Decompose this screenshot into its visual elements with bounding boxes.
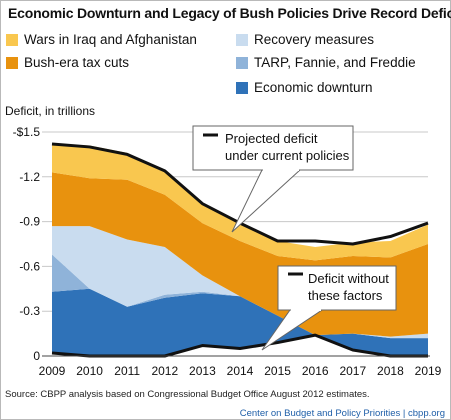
legend-label-tax-cuts: Bush-era tax cuts	[24, 55, 130, 70]
projected-deficit-callout-text-line: under current policies	[225, 148, 350, 163]
x-tick-label: 2019	[415, 364, 442, 378]
y-tick-label: -0.6	[19, 259, 40, 273]
x-tick-label: 2011	[114, 364, 140, 378]
y-tick-label: -0.9	[19, 215, 40, 229]
legend-label-wars: Wars in Iraq and Afghanistan	[24, 32, 197, 47]
x-tick-label: 2010	[76, 364, 103, 378]
y-tick-label: -$1.5	[13, 125, 41, 139]
deficit-without-callout: Deficit without these factors	[261, 265, 397, 351]
x-tick-label: 2013	[189, 364, 216, 378]
y-tick-label: 0	[33, 349, 40, 363]
x-tick-label: 2018	[377, 364, 404, 378]
projected-deficit-callout-text-line: Projected deficit	[225, 131, 318, 146]
legend-swatch-wars	[6, 34, 18, 46]
projected-deficit-callout-pointer	[231, 169, 302, 233]
source-note: Source: CBPP analysis based on Congressi…	[5, 389, 370, 400]
x-tick-label: 2015	[264, 364, 291, 378]
wars-area	[52, 143, 428, 261]
x-tick-label: 2016	[302, 364, 329, 378]
downturn-area	[52, 288, 428, 356]
legend-label-downturn: Economic downturn	[254, 80, 373, 95]
legend-label-recovery: Recovery measures	[254, 32, 375, 47]
x-tick-label: 2012	[151, 364, 178, 378]
projected-deficit-callout-box	[192, 125, 354, 171]
x-tick-label: 2017	[339, 364, 366, 378]
x-tick-label: 2014	[227, 364, 254, 378]
x-tick-label: 2009	[39, 364, 66, 378]
recovery-area	[52, 226, 428, 339]
projected-deficit-callout: Projected deficit under current policies	[192, 125, 354, 233]
y-tick-label: -0.3	[19, 304, 40, 318]
deficit-without-callout-text-line: Deficit without	[308, 271, 389, 286]
legend-swatch-tax-cuts	[6, 57, 18, 69]
legend-swatch-tarp	[236, 57, 248, 69]
chart-title: Economic Downturn and Legacy of Bush Pol…	[8, 5, 451, 21]
legend-swatch-recovery	[236, 34, 248, 46]
legend-swatch-downturn	[236, 82, 248, 94]
cbpp-credit: Center on Budget and Policy Priorities |…	[239, 408, 445, 419]
legend-label-tarp: TARP, Fannie, and Freddie	[254, 55, 416, 70]
y-axis-label: Deficit, in trillions	[5, 104, 96, 118]
deficit-without-callout-text-line: these factors	[308, 288, 383, 303]
y-tick-label: -1.2	[19, 170, 40, 184]
